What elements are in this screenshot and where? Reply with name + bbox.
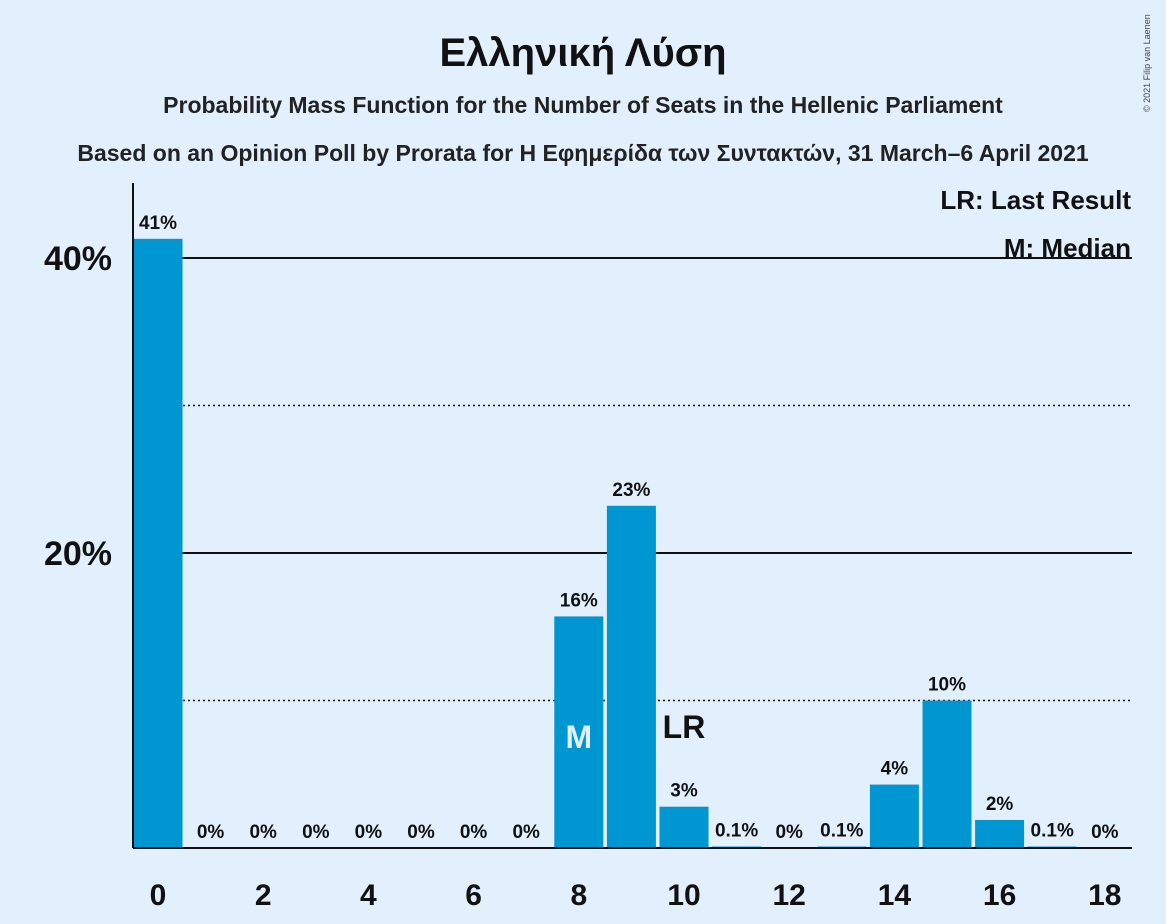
legend-median: M: Median — [1004, 233, 1131, 263]
data-label-14: 4% — [881, 759, 909, 780]
bars — [133, 238, 1077, 848]
markers: M LR — [565, 709, 705, 755]
x-tick-4: 4 — [360, 879, 377, 912]
bar-16 — [975, 819, 1025, 848]
x-tick-labels: 0 2 4 6 8 10 12 14 16 18 — [150, 879, 1122, 912]
data-label-0: 41% — [139, 213, 177, 234]
last-result-marker: LR — [663, 709, 706, 745]
data-label-3: 0% — [302, 822, 330, 843]
bar-15 — [922, 700, 972, 848]
data-label-13: 0.1% — [820, 821, 863, 842]
data-label-8: 16% — [560, 590, 598, 611]
data-label-6: 0% — [460, 822, 488, 843]
legend-last-result: LR: Last Result — [940, 185, 1131, 215]
bar-14 — [869, 784, 919, 848]
x-tick-12: 12 — [773, 879, 806, 912]
y-tick-20: 20% — [44, 535, 112, 573]
data-label-1: 0% — [197, 822, 225, 843]
median-marker: M — [565, 719, 592, 755]
copyright-notice: © 2021 Filip van Laenen — [1142, 14, 1152, 112]
data-label-12: 0% — [775, 822, 803, 843]
data-labels: 41% 0% 0% 0% 0% 0% 0% 0% 16% 23% 3% 0.1% 0% 0.1% 4% 10%… — [139, 213, 1119, 843]
data-label-9: 23% — [612, 480, 650, 501]
x-tick-0: 0 — [150, 879, 167, 912]
chart-subtitle: Probability Mass Function for the Number… — [163, 92, 1003, 118]
x-tick-10: 10 — [667, 879, 700, 912]
x-tick-18: 18 — [1088, 879, 1121, 912]
y-tick-40: 40% — [44, 240, 112, 278]
data-label-7: 0% — [512, 822, 540, 843]
y-tick-labels: 20% 40% — [44, 240, 112, 573]
x-tick-6: 6 — [465, 879, 482, 912]
x-tick-8: 8 — [570, 879, 587, 912]
axes — [132, 183, 1132, 849]
bar-9 — [606, 505, 656, 848]
data-label-2: 0% — [249, 822, 277, 843]
x-tick-14: 14 — [878, 879, 912, 912]
bar-0 — [133, 238, 183, 848]
x-tick-16: 16 — [983, 879, 1016, 912]
data-label-16: 2% — [986, 794, 1014, 815]
data-label-4: 0% — [355, 822, 383, 843]
bar-10 — [659, 806, 709, 848]
data-label-15: 10% — [928, 675, 966, 696]
data-label-10: 3% — [670, 781, 698, 802]
data-label-18: 0% — [1091, 822, 1119, 843]
data-label-17: 0.1% — [1031, 821, 1074, 842]
bar-8 — [554, 616, 604, 848]
data-label-11: 0.1% — [715, 821, 758, 842]
chart-subtitle-poll: Based on an Opinion Poll by Prorata for … — [77, 140, 1089, 166]
x-tick-2: 2 — [255, 879, 272, 912]
chart-title: Ελληνική Λύση — [439, 31, 726, 75]
data-label-5: 0% — [407, 822, 435, 843]
